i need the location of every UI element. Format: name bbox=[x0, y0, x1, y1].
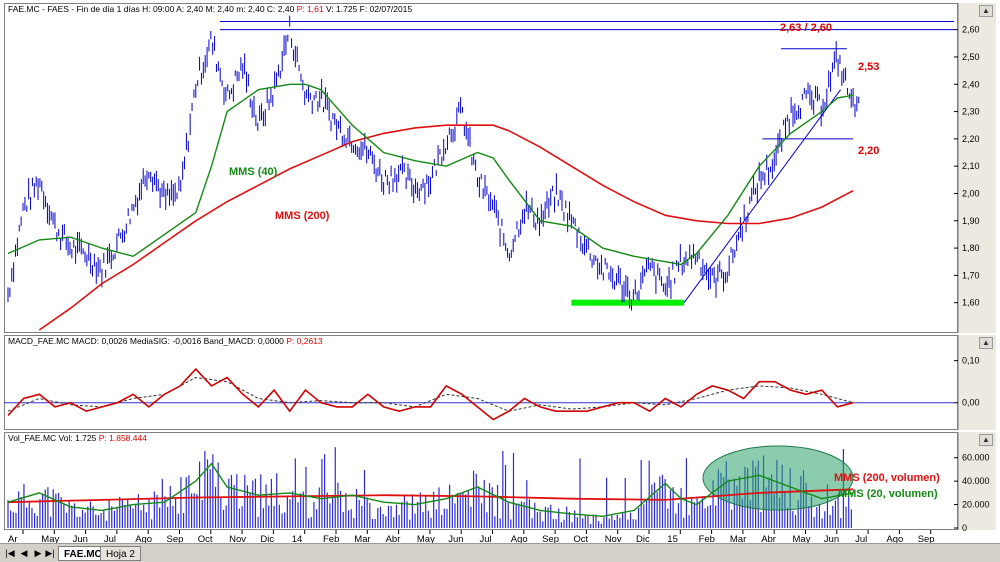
volume-scroll-up-button[interactable]: ▲ bbox=[979, 434, 993, 446]
price-y-tick-label: 2,30 bbox=[962, 107, 980, 117]
x-tick-label: Abr bbox=[386, 534, 401, 545]
macd-pane bbox=[4, 335, 958, 430]
scroll-up-button[interactable]: ▲ bbox=[979, 5, 993, 17]
tab-first-button[interactable]: |◀ bbox=[5, 548, 15, 558]
tab-hoja-2[interactable]: Hoja 2 bbox=[100, 546, 141, 561]
volume-y-tick-label: 0 bbox=[962, 523, 967, 533]
label-mms40: MMS (40) bbox=[229, 166, 278, 178]
mms40-line bbox=[7, 83, 854, 266]
x-tick-label: Oct bbox=[198, 534, 213, 545]
x-tick-label: Jul bbox=[104, 534, 116, 545]
x-tick-label: Ago bbox=[135, 534, 152, 545]
header-part-1: P: 1.858.444 bbox=[99, 433, 147, 443]
volume-highlight-ellipse bbox=[702, 445, 854, 511]
x-tick-label: Jun bbox=[824, 534, 839, 545]
x-tick-label: Sep bbox=[542, 534, 559, 545]
x-tick-label: Jul bbox=[855, 534, 867, 545]
uptrend-line bbox=[683, 89, 841, 303]
macd-signal-line bbox=[7, 376, 854, 412]
x-tick-label: Sep bbox=[167, 534, 184, 545]
tab-fae-mc[interactable]: FAE.MC bbox=[58, 546, 108, 561]
macd-line bbox=[7, 367, 854, 421]
price-y-tick-label: 1,60 bbox=[962, 298, 980, 308]
x-tick-label: Jun bbox=[73, 534, 88, 545]
x-tick-label: Feb bbox=[323, 534, 339, 545]
x-tick-label: Jun bbox=[448, 534, 463, 545]
header-part-0: MACD_FAE.MC MACD: 0,0026 MediaSIG: -0,00… bbox=[8, 336, 286, 346]
price-y-tick-label: 2,20 bbox=[962, 134, 980, 144]
x-tick-label: Abr bbox=[761, 534, 776, 545]
price-pane bbox=[4, 3, 958, 333]
price-header: FAE.MC - FAES - Fin de día 1 días H: 09:… bbox=[8, 4, 412, 14]
header-part-1: P: 1,61 bbox=[297, 4, 324, 14]
label-vol-mms200: MMS (200, volumen) bbox=[834, 472, 940, 484]
tab-next-button[interactable]: ▶ bbox=[34, 548, 42, 558]
x-tick-label: 14 bbox=[292, 534, 303, 545]
macd-y-tick-label: 0,10 bbox=[962, 356, 980, 366]
label-263-260: 2,63 / 2,60 bbox=[780, 22, 832, 34]
x-tick-label: May bbox=[793, 534, 811, 545]
x-tick-label: 15 bbox=[667, 534, 678, 545]
price-y-tick-label: 2,10 bbox=[962, 161, 980, 171]
price-y-tick-label: 1,80 bbox=[962, 243, 980, 253]
x-tick-label: Nov bbox=[605, 534, 622, 545]
x-tick-label: Dic bbox=[636, 534, 650, 545]
volume-y-tick-label: 20.000 bbox=[962, 500, 990, 510]
price-y-tick-label: 1,90 bbox=[962, 216, 980, 226]
price-scroll-column[interactable]: ▲ bbox=[958, 3, 996, 333]
x-tick-label: Nov bbox=[229, 534, 246, 545]
volume-y-tick-label: 40.000 bbox=[962, 476, 990, 486]
x-tick-label: Ago bbox=[511, 534, 528, 545]
x-tick-label: Mar bbox=[730, 534, 746, 545]
x-tick-label: Feb bbox=[699, 534, 715, 545]
macd-header: MACD_FAE.MC MACD: 0,0026 MediaSIG: -0,00… bbox=[8, 336, 323, 346]
header-part-1: P: 0,2613 bbox=[286, 336, 323, 346]
price-bars bbox=[7, 15, 860, 311]
macd-scroll-column[interactable]: ▲ bbox=[958, 335, 996, 430]
vol-mms200-line bbox=[7, 488, 854, 504]
x-tick-label: Mar bbox=[354, 534, 370, 545]
tab-last-button[interactable]: ▶| bbox=[45, 548, 55, 558]
header-part-0: Vol_FAE.MC Vol: 1.725 bbox=[8, 433, 99, 443]
label-mms200: MMS (200) bbox=[275, 210, 330, 222]
label-253: 2,53 bbox=[858, 61, 879, 73]
price-y-tick-label: 2,50 bbox=[962, 52, 980, 62]
macd-y-tick-label: 0,00 bbox=[962, 398, 980, 408]
sheet-tab-bar: |◀ ◀ ▶ ▶| FAE.MC Hoja 2 bbox=[0, 543, 1000, 562]
volume-scroll-column[interactable]: ▲ bbox=[958, 432, 996, 530]
x-tick-label: Jul bbox=[480, 534, 492, 545]
x-tick-label: May bbox=[417, 534, 435, 545]
label-vol-mms20: MMS (20, volumen) bbox=[838, 488, 938, 500]
price-y-tick-label: 2,60 bbox=[962, 25, 980, 35]
x-tick-label: Dic bbox=[260, 534, 274, 545]
vol-mms20-line bbox=[7, 462, 854, 518]
support-zone-bar bbox=[571, 299, 685, 306]
x-tick-label: Sep bbox=[918, 534, 935, 545]
tab-prev-button[interactable]: ◀ bbox=[20, 548, 28, 558]
x-tick-label: Ar bbox=[8, 534, 18, 545]
price-y-tick-label: 2,40 bbox=[962, 79, 980, 89]
volume-header: Vol_FAE.MC Vol: 1.725 P: 1.858.444 bbox=[8, 433, 147, 443]
price-y-tick-label: 2,00 bbox=[962, 188, 980, 198]
x-tick-label: Oct bbox=[573, 534, 588, 545]
volume-y-tick-label: 60.000 bbox=[962, 453, 990, 463]
mms200-line bbox=[38, 124, 854, 331]
x-tick-label: Ago bbox=[886, 534, 903, 545]
label-220: 2,20 bbox=[858, 145, 879, 157]
x-tick-label: May bbox=[41, 534, 59, 545]
macd-scroll-up-button[interactable]: ▲ bbox=[979, 337, 993, 349]
header-part-0: FAE.MC - FAES - Fin de día 1 días H: 09:… bbox=[8, 4, 297, 14]
price-y-tick-label: 1,70 bbox=[962, 270, 980, 280]
header-part-2: V: 1.725 F: 02/07/2015 bbox=[324, 4, 413, 14]
